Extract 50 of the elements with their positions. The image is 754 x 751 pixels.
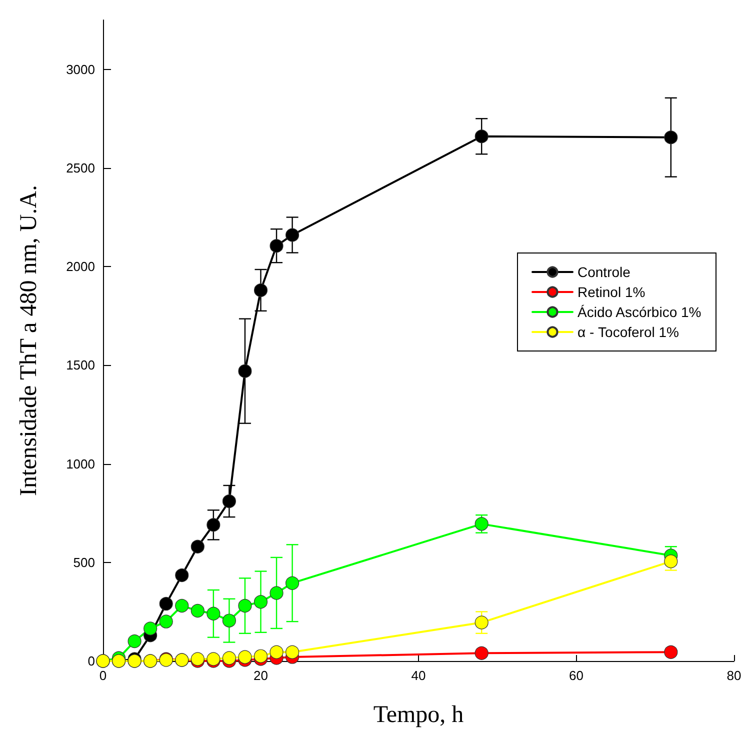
point [159,614,173,628]
point [238,650,252,664]
x-axis-title: Tempo, h [373,702,464,728]
point [664,130,678,144]
point [474,616,488,630]
point [222,614,236,628]
point [128,634,142,648]
point [190,604,204,618]
y-tick-label: 2500 [66,160,95,176]
point [222,494,236,508]
legend-label: Controle [577,264,631,280]
y-tick-label: 0 [88,654,95,668]
point [222,651,236,665]
y-tick-label: 3000 [66,62,95,77]
legend-label: α - Tocoferol 1% [577,324,679,340]
x-tick-label: 20 [254,668,268,683]
point [238,364,252,378]
point [190,540,204,554]
point [238,598,252,613]
point [270,239,284,253]
x-tick-label: 0 [99,668,107,683]
point [144,622,158,636]
point [206,606,220,620]
point [474,517,488,531]
y-axis-title: Intensidade ThT a 480 nm, U.A. [16,184,42,496]
point [664,554,678,568]
point [175,568,189,582]
x-tick-label: 80 [726,668,742,683]
point [254,649,268,663]
point [286,645,300,659]
y-tick-label: 1500 [66,358,95,373]
point [175,598,189,613]
point [664,645,678,659]
point [474,130,488,144]
x-tick-label: 40 [411,668,426,683]
y-tick-label: 2000 [66,259,95,274]
point [270,586,284,600]
point [474,646,488,660]
point [159,597,173,611]
y-tick-label: 500 [73,554,95,570]
point [270,645,284,659]
point [286,228,300,242]
y-tick-label: 1000 [66,456,95,472]
point [286,576,300,590]
legend-label: Retinol 1% [577,284,646,300]
point [254,595,268,609]
point [254,283,268,297]
x-tick-label: 60 [569,668,584,683]
point [206,518,220,532]
legend-label: Ácido Ascórbico 1% [577,304,702,320]
